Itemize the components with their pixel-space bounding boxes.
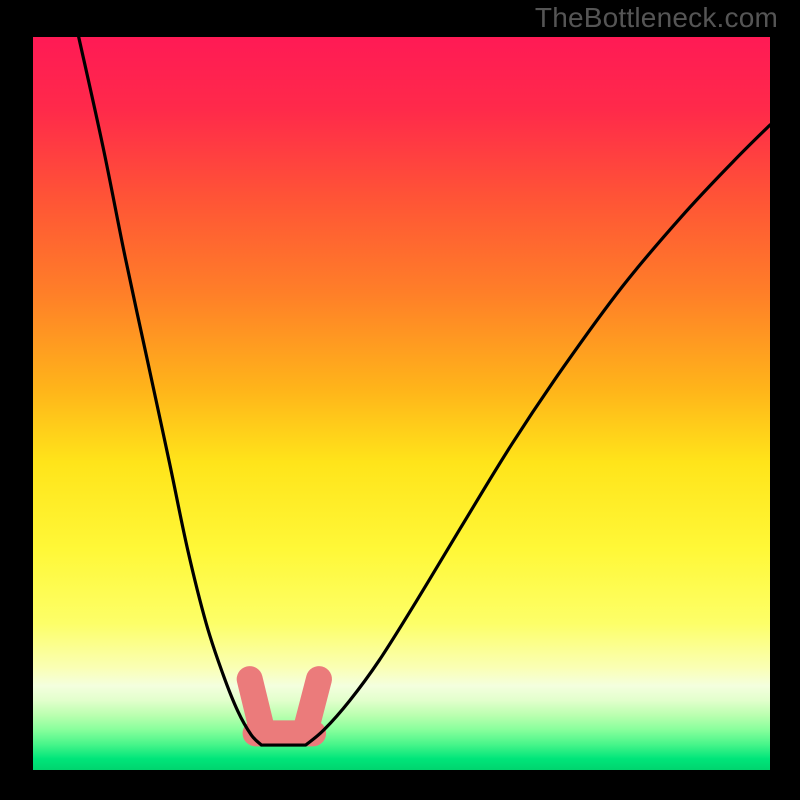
watermark-text: TheBottleneck.com — [535, 2, 778, 34]
chart-canvas: TheBottleneck.com — [0, 0, 800, 800]
bottleneck-curve — [33, 37, 770, 770]
curve-path — [79, 37, 770, 745]
plot-area — [33, 37, 770, 770]
